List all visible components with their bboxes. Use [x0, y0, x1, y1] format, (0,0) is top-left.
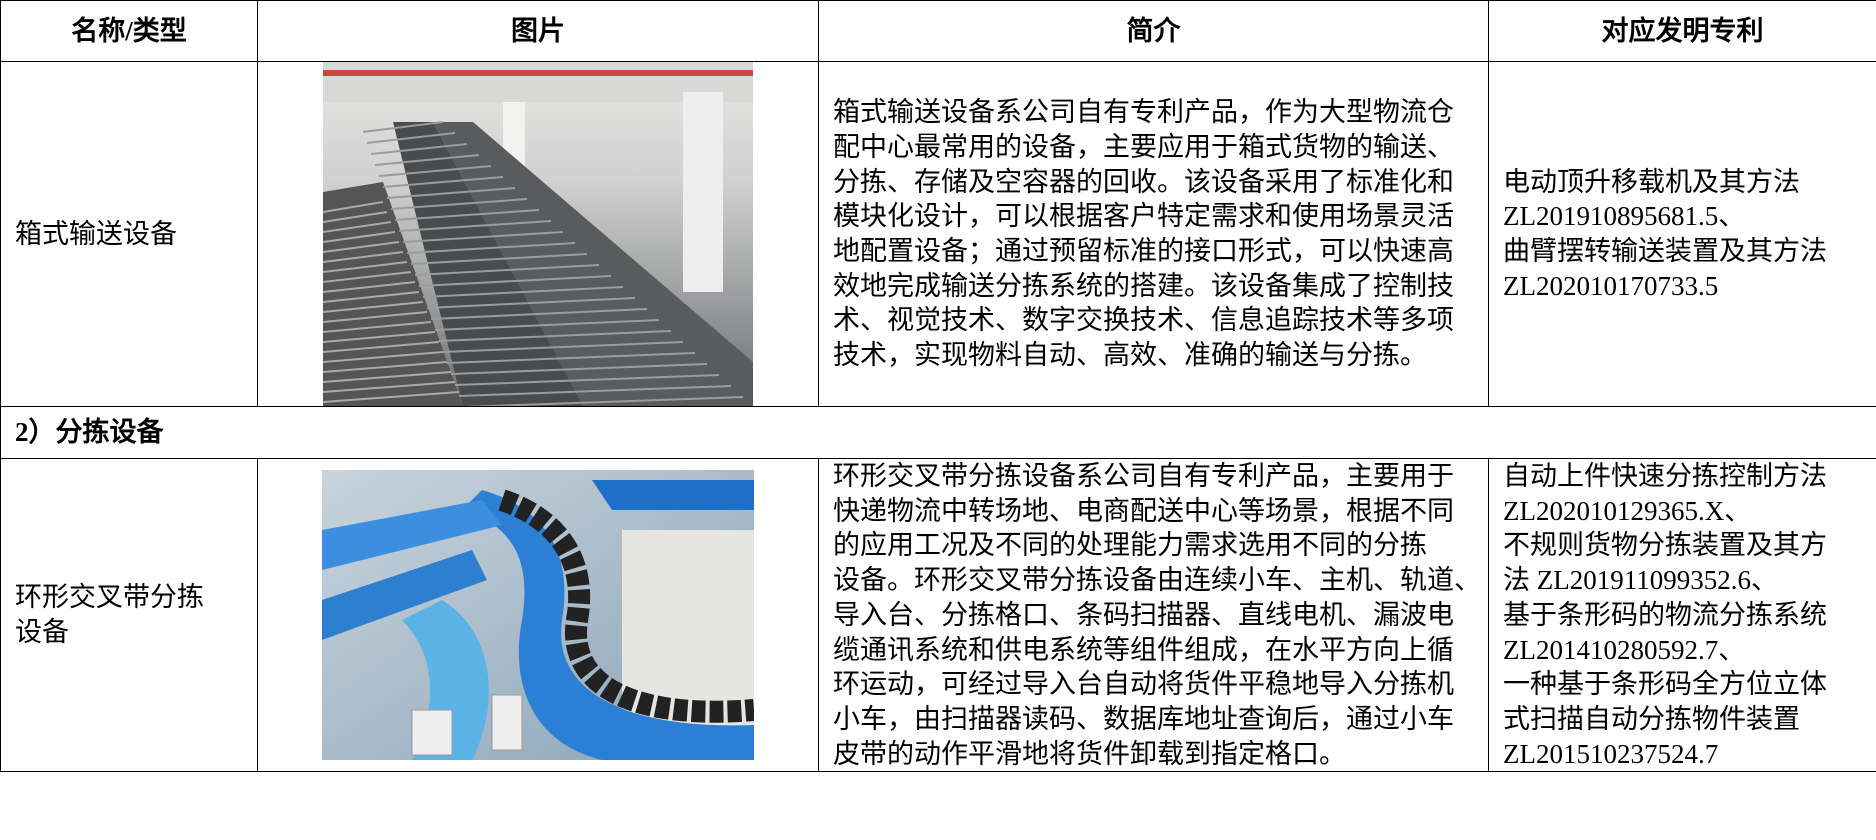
description-cell: 环形交叉带分拣设备系公司自有专利产品，主要用于 快递物流中转场地、电商配送中心等场… — [818, 457, 1489, 773]
text-line: 箱式输送设备 — [15, 218, 177, 249]
text-line: 模块化设计，可以根据客户特定需求和使用场景灵活 — [833, 201, 1454, 232]
text-line: 式扫描自动分拣物件装置 — [1503, 703, 1800, 734]
section-cell: 2）分拣设备 — [0, 406, 1876, 459]
patent-cell: 自动上件快速分拣控制方法 ZL202010129365.X、不规则货物分拣装置及其… — [1488, 457, 1876, 773]
header-row: 名称/类型 图片 简介 对应发明专利 — [0, 0, 1876, 62]
header-cell: 图片 — [257, 0, 819, 62]
patent-cell: 电动顶升移载机及其方法 ZL201910895681.5、曲臂摆转输送装置及其方法… — [1488, 61, 1876, 407]
text-line: 环运动，可经过导入台自动将货件平稳地导入分拣机 — [833, 669, 1454, 700]
text-line: 法 ZL201911099352.6、 — [1503, 565, 1778, 596]
name-cell: 箱式输送设备 — [0, 61, 258, 407]
product-table: 名称/类型 图片 简介 对应发明专利 箱式输送设备 箱式输送设备系公司自有专利产品，作… — [0, 0, 1876, 773]
text-line: 小车，由扫描器读码、数据库地址查询后，通过小车 — [833, 703, 1454, 734]
text-line: 曲臂摆转输送装置及其方法 — [1503, 236, 1827, 266]
table-row: 环形交叉带分拣 设备 环形交叉带分拣设备系公司自有专利产品，主要用于 快递物流中转场… — [0, 457, 1876, 773]
text-line: 基于条形码的物流分拣系统 — [1503, 599, 1827, 630]
text-line: 不规则货物分拣装置及其方 — [1503, 530, 1827, 561]
photo-cross-belt-sorter — [322, 470, 754, 761]
text-line: 分拣、存储及空容器的回收。该设备采用了标准化和 — [833, 166, 1454, 197]
text-line: ZL202010170733.5 — [1503, 270, 1719, 301]
text-line: ZL201410280592.7、 — [1503, 634, 1746, 665]
header-cell: 简介 — [818, 0, 1489, 62]
description-cell: 箱式输送设备系公司自有专利产品，作为大型物流仓 配中心最常用的设备，主要应用于箱式… — [818, 61, 1489, 407]
header-cell: 名称/类型 — [0, 0, 258, 62]
text-line: 电动顶升移载机及其方法 — [1503, 166, 1800, 197]
text-line: 箱式输送设备系公司自有专利产品，作为大型物流仓 — [833, 97, 1454, 128]
text-line: 快递物流中转场地、电商配送中心等场景，根据不同 — [833, 495, 1454, 526]
table-row: 箱式输送设备 箱式输送设备系公司自有专利产品，作为大型物流仓 配中心最常用的设备，… — [0, 61, 1876, 407]
text-line: 缆通讯系统和供电系统等组件组成，在水平方向上循 — [833, 634, 1454, 665]
text-line: ZL201910895681.5、 — [1503, 201, 1746, 232]
text-line: 设备。环形交叉带分拣设备由连续小车、主机、轨道、 — [833, 565, 1481, 596]
table-row: 2）分拣设备 — [0, 406, 1876, 459]
text-line: 效地完成输送分拣系统的搭建。该设备集成了控制技 — [833, 270, 1454, 301]
text-line: 地配置设备；通过预留标准的接口形式，可以快速高 — [833, 236, 1454, 266]
table-body: 箱式输送设备 箱式输送设备系公司自有专利产品，作为大型物流仓 配中心最常用的设备，… — [0, 61, 1876, 773]
text-line: 环形交叉带分拣 — [15, 582, 204, 613]
text-line: 自动上件快速分拣控制方法 — [1503, 461, 1827, 491]
text-line: 术、视觉技术、数字交换技术、信息追踪技术等多项 — [833, 305, 1454, 336]
name-cell: 环形交叉带分拣 设备 — [0, 457, 258, 773]
text-line: 导入台、分拣格口、条码扫描器、直线电机、漏波电 — [833, 599, 1454, 630]
header-cell: 对应发明专利 — [1488, 0, 1876, 62]
text-line: 皮带的动作平滑地将货件卸载到指定格口。 — [833, 738, 1346, 769]
image-cell — [257, 457, 819, 773]
text-line: 配中心最常用的设备，主要应用于箱式货物的输送、 — [833, 131, 1454, 162]
text-line: ZL202010129365.X、 — [1503, 495, 1752, 526]
text-line: 的应用工况及不同的处理能力需求选用不同的分拣 — [833, 530, 1427, 561]
text-line: ZL201510237524.7 — [1503, 738, 1719, 769]
text-line: 设备 — [15, 617, 69, 648]
photo-box-conveyor — [323, 62, 753, 406]
image-cell — [257, 61, 819, 407]
text-line: 一种基于条形码全方位立体 — [1503, 669, 1827, 700]
text-line: 环形交叉带分拣设备系公司自有专利产品，主要用于 — [833, 461, 1454, 491]
text-line: 技术，实现物料自动、高效、准确的输送与分拣。 — [833, 340, 1427, 371]
